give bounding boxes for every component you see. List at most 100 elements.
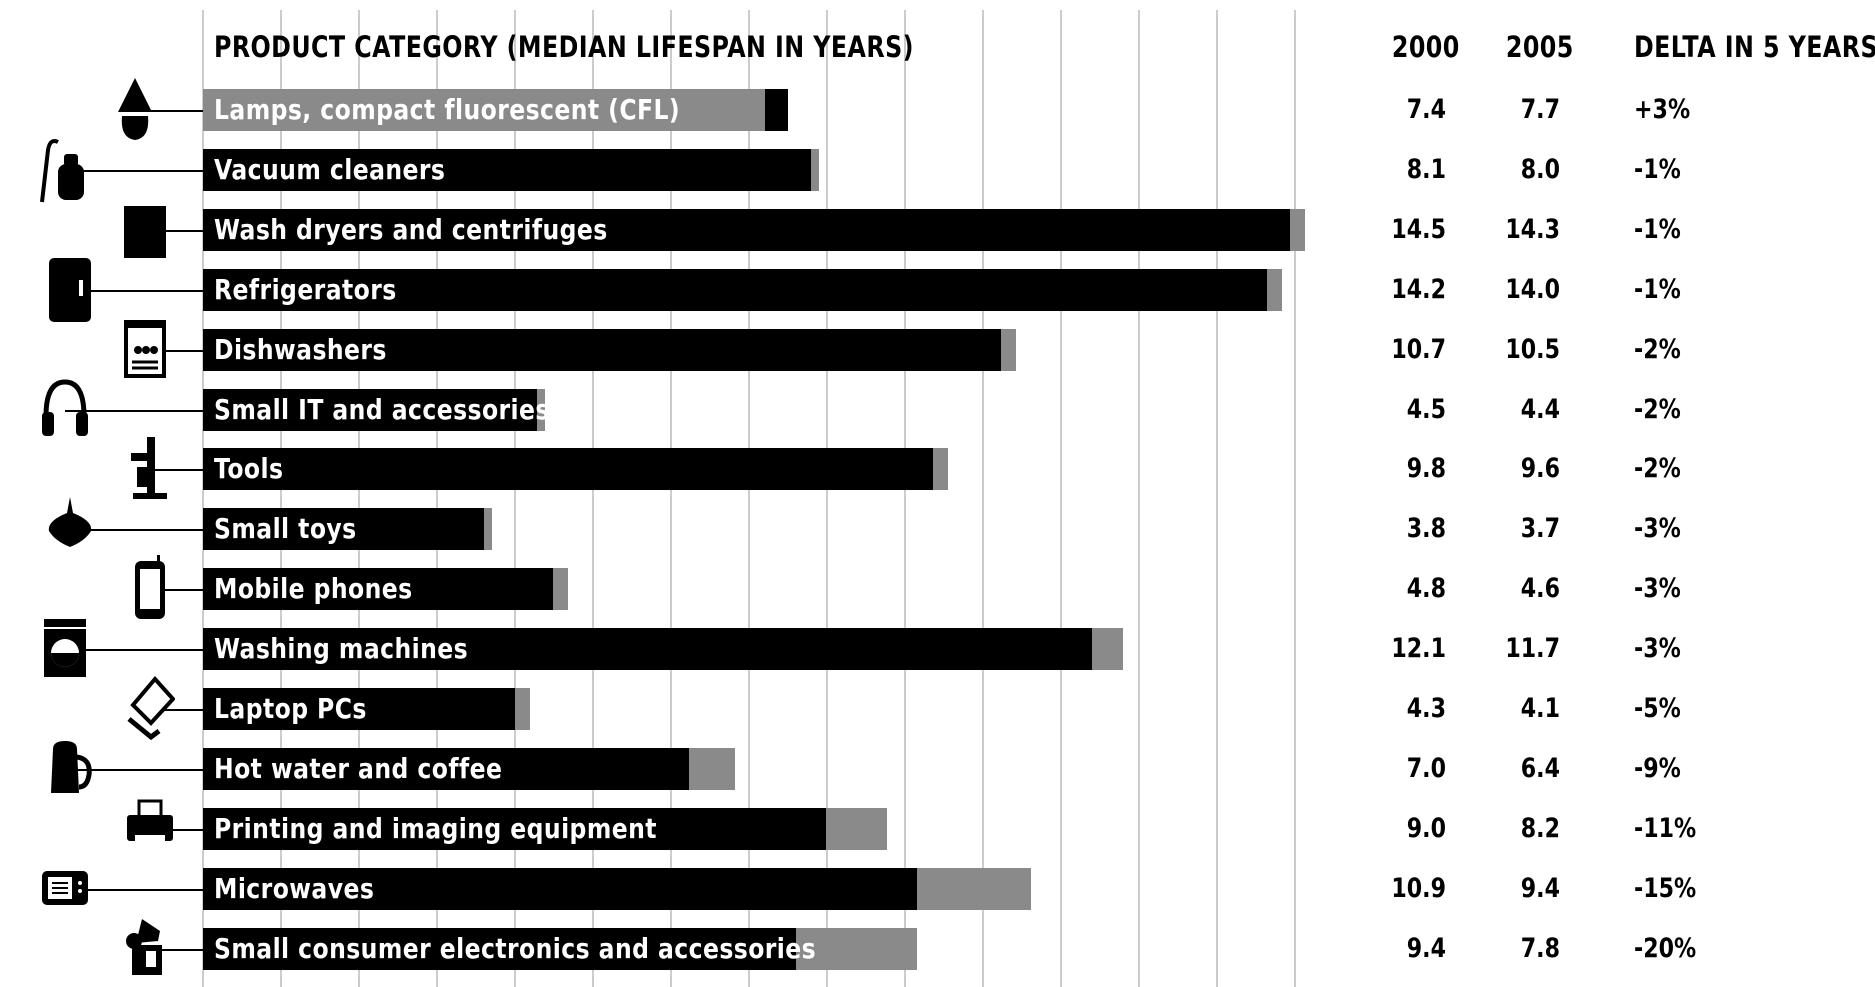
chart-row: Wash dryers and centrifuges 14.5 14.3 -1% [0,199,1875,260]
value-2000: 8.1 [1406,153,1446,185]
value-2000: 7.0 [1406,752,1446,784]
delta-value: -3% [1634,633,1681,665]
chart-row: Washing machines 12.1 11.7 -3% [0,619,1875,679]
icon-connector [150,589,203,592]
delta-value: -15% [1634,872,1697,904]
mobile-phone-icon [135,555,165,620]
delta-value: -9% [1634,752,1681,784]
bar-2005 [203,747,690,790]
dishwasher-icon [124,319,166,378]
icon-connector [65,888,203,891]
value-2000: 7.4 [1406,94,1446,125]
value-2005: 7.8 [1520,932,1560,964]
refrigerator-icon [49,257,91,322]
value-2000: 14.2 [1391,273,1446,305]
bar-2005 [203,268,1267,311]
microwave-icon [42,870,88,905]
category-label: Tools [214,452,284,486]
value-2005: 4.4 [1520,393,1560,425]
category-label: Hot water and coffee [214,751,503,785]
value-2000: 10.7 [1391,333,1446,365]
value-2005: 3.7 [1520,513,1560,545]
category-label: Small IT and accessories [214,392,550,426]
icon-connector [145,948,203,951]
icon-connector [150,709,203,711]
category-label: Washing machines [214,632,469,666]
category-label: Laptop PCs [214,692,367,725]
icon-connector [65,169,203,172]
value-2005: 8.0 [1520,153,1560,185]
chart-row: Tools 9.8 9.6 -2% [0,437,1875,500]
category-label: Dishwashers [214,332,387,366]
value-2000: 4.5 [1406,393,1446,425]
delta-header: DELTA IN 5 YEARS [1634,30,1875,64]
category-header: PRODUCT CATEGORY (MEDIAN LIFESPAN IN YEA… [214,30,914,64]
value-2005: 9.6 [1520,453,1560,485]
drill-press-icon [131,437,167,500]
chart-row: Laptop PCs 4.3 4.1 -5% [0,675,1875,741]
bar-2000 [203,89,766,131]
bar-2005 [203,508,485,551]
chart-row: Small consumer electronics and accessori… [0,918,1875,979]
category-label: Vacuum cleaners [214,152,446,186]
icon-connector [70,768,203,771]
value-2000: 12.1 [1391,633,1446,665]
vacuum-cleaner-icon [40,138,84,203]
lamp-icon [118,78,152,140]
delta-value: -1% [1634,273,1681,305]
year-2005-header: 2005 [1505,30,1574,64]
chart-row: Vacuum cleaners 8.1 8.0 -1% [0,138,1875,203]
value-2000: 3.8 [1406,513,1446,545]
category-label: Mobile phones [214,572,413,606]
headphones-icon [42,378,88,436]
value-2005: 6.4 [1520,752,1560,784]
chart-row: Small toys 3.8 3.7 -3% [0,497,1875,559]
category-label: Refrigerators [214,272,397,306]
chart-row: Dishwashers 10.7 10.5 -2% [0,319,1875,380]
bar-2005 [203,388,538,431]
chart-row: Lamps, compact fluorescent (CFL) 7.4 7.7 +3… [0,78,1875,140]
delta-value: +3% [1634,94,1691,125]
delta-value: -1% [1634,213,1681,245]
icon-connector [65,649,203,652]
bar-2005 [203,867,918,910]
value-2000: 14.5 [1391,213,1446,245]
value-2000: 9.8 [1406,453,1446,485]
delta-value: -3% [1634,573,1681,605]
spinning-top-icon [48,497,92,548]
icon-connector [70,529,203,532]
bar-2005 [203,927,796,970]
dryer-icon [124,199,166,258]
category-label: Wash dryers and centrifuges [214,212,608,246]
chart-row: Refrigerators 14.2 14.0 -1% [0,257,1875,322]
value-2005: 8.2 [1520,812,1560,844]
category-label: Small toys [214,512,357,546]
delta-value: -2% [1634,393,1681,425]
icon-connector [65,409,203,412]
bar-2005 [203,688,515,730]
washing-machine-icon [44,619,86,678]
household-appliances-icon [126,918,162,975]
category-label: Lamps, compact fluorescent (CFL) [214,93,681,126]
delta-value: -3% [1634,513,1681,545]
chart-row: Printing and imaging equipment 9.0 8.2 -11% [0,799,1875,859]
bar-2005 [203,568,553,611]
icon-connector [150,828,203,831]
category-label: Printing and imaging equipment [214,811,657,845]
kettle-icon [51,740,92,793]
value-2000: 4.3 [1406,693,1446,724]
value-2000: 4.8 [1406,573,1446,605]
chart-row: Small IT and accessories 4.5 4.4 -2% [0,378,1875,440]
value-2005: 14.0 [1505,273,1560,305]
value-2005: 4.6 [1520,573,1560,605]
bar-2005 [203,807,827,850]
bar-2005 [203,448,933,491]
value-2005: 10.5 [1505,333,1560,365]
laptop-icon [127,675,175,741]
bar-2005 [203,628,1093,671]
category-label: Small consumer electronics and accessori… [214,931,817,965]
value-2000: 9.4 [1406,932,1446,964]
delta-value: -11% [1634,812,1697,844]
value-2005: 4.1 [1520,693,1560,724]
icon-connector [145,349,203,352]
